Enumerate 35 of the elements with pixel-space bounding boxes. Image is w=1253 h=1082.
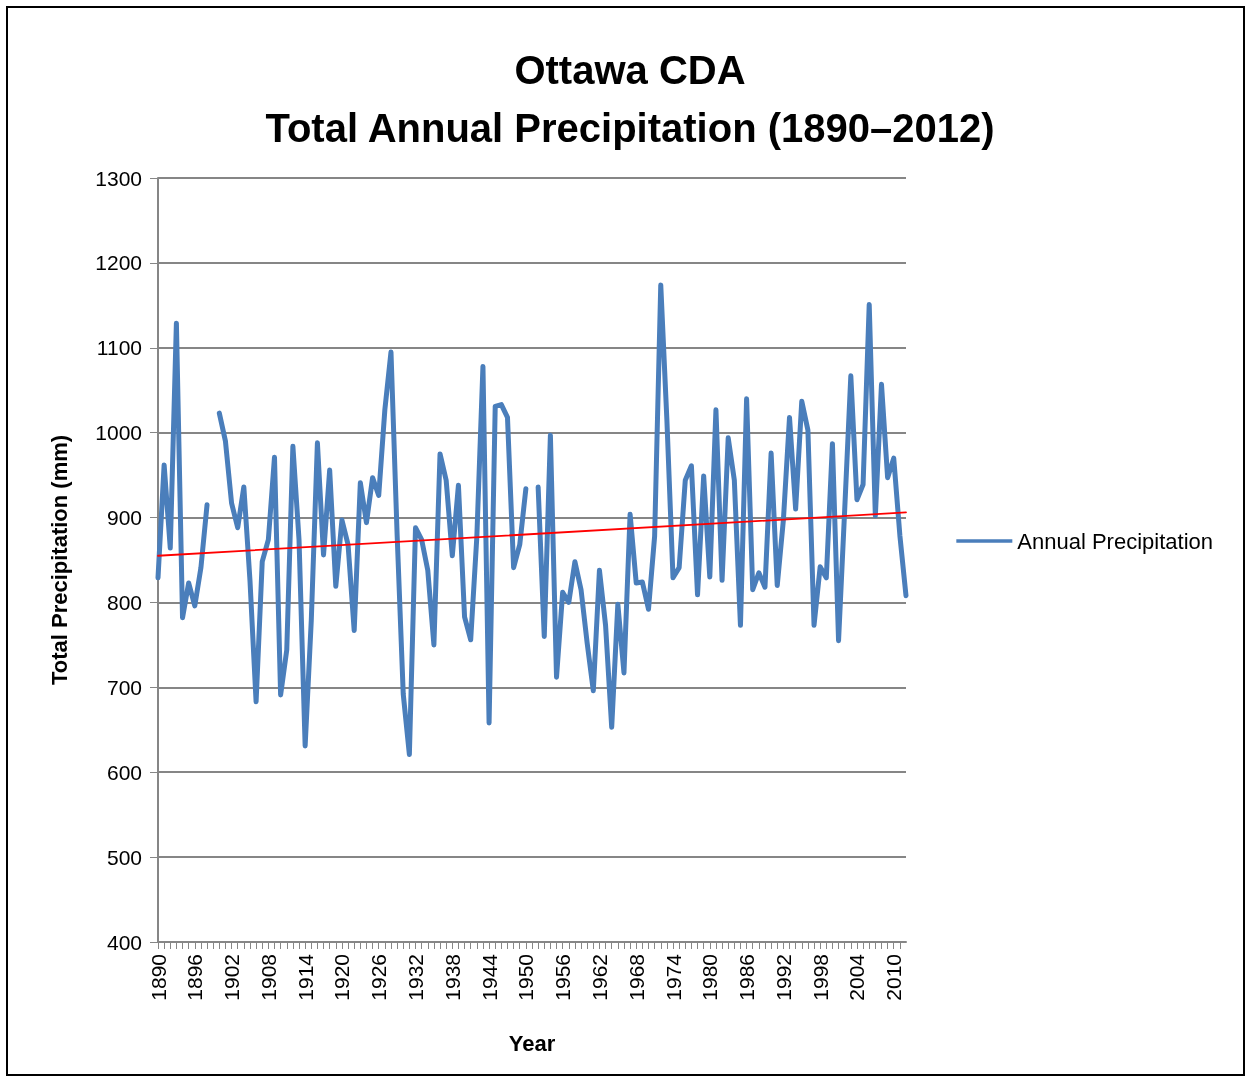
y-tick-label: 400 <box>106 930 142 954</box>
x-tick-label: 1986 <box>735 954 759 1001</box>
y-tick-label: 800 <box>106 590 142 614</box>
y-tick-label: 1000 <box>95 421 142 445</box>
y-axis-title: Total Precipitation (mm) <box>46 434 72 686</box>
x-tick-label: 2004 <box>845 953 869 1001</box>
x-tick-label: 1920 <box>330 954 354 1001</box>
y-tick-label: 1200 <box>95 251 142 275</box>
x-tick-label: 1890 <box>146 954 170 1001</box>
x-tick-label: 1956 <box>551 954 575 1001</box>
x-tick-label: 2010 <box>882 954 906 1001</box>
x-tick-label: 1926 <box>367 954 391 1001</box>
x-tick-label: 1950 <box>514 954 538 1001</box>
chart-title: Ottawa CDA Total Annual Precipitation (1890–2012) <box>265 48 995 150</box>
x-tick-label: 1980 <box>698 954 722 1001</box>
y-tick-label: 700 <box>106 675 142 699</box>
x-tick-label: 1968 <box>624 954 648 1001</box>
x-tick-label: 1944 <box>477 953 501 1001</box>
y-tick-label: 1100 <box>96 336 142 360</box>
x-tick-label: 1932 <box>404 954 428 1001</box>
x-tick-label: 1998 <box>808 954 832 1001</box>
y-tick-label: 500 <box>106 845 142 869</box>
y-tick-label: 900 <box>106 506 142 530</box>
x-tick-label: 1902 <box>220 954 244 1001</box>
y-tick-label: 600 <box>106 760 142 784</box>
x-tick-label: 1962 <box>587 954 611 1001</box>
x-tick-label: 1908 <box>256 954 280 1001</box>
x-tick-label: 1992 <box>771 954 795 1001</box>
x-tick-label: 1974 <box>661 953 685 1001</box>
x-tick-label: 1938 <box>440 954 464 1001</box>
x-tick-label: 1896 <box>183 954 207 1001</box>
x-axis-title: Year <box>508 1030 556 1056</box>
legend-label: Annual Precipitation <box>1017 528 1214 554</box>
x-tick-label: 1914 <box>293 953 317 1001</box>
y-tick-label: 1300 <box>95 166 142 190</box>
